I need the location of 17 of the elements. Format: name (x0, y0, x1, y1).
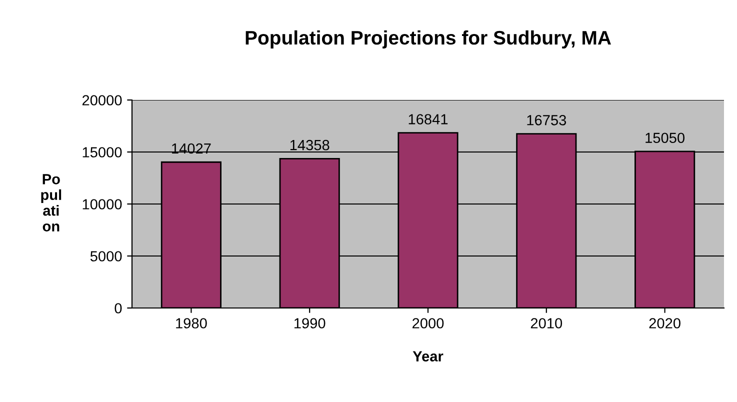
y-tick-label: 5000 (90, 251, 122, 262)
x-tick-label: 2010 (530, 318, 562, 328)
data-label: 15050 (646, 132, 685, 144)
y-tick-label: 10000 (82, 199, 122, 210)
y-tick-label: 0 (114, 303, 122, 314)
data-label: 14358 (290, 140, 330, 150)
y-tick-label: 15000 (82, 147, 122, 158)
x-tick-label: 1990 (294, 318, 326, 328)
y-tick-label: 20000 (82, 95, 122, 106)
x-tick-label: 1980 (176, 318, 207, 328)
y-axis-title: Po pul ati on (41, 174, 62, 232)
x-tick-label: 2000 (412, 318, 444, 328)
chart-title: Population Projections for Sudbury, MA (246, 30, 611, 48)
x-tick-label: 2020 (649, 318, 680, 328)
data-label: 16841 (408, 114, 448, 124)
x-axis-title: Year (412, 351, 444, 362)
data-label: 16753 (527, 115, 566, 126)
